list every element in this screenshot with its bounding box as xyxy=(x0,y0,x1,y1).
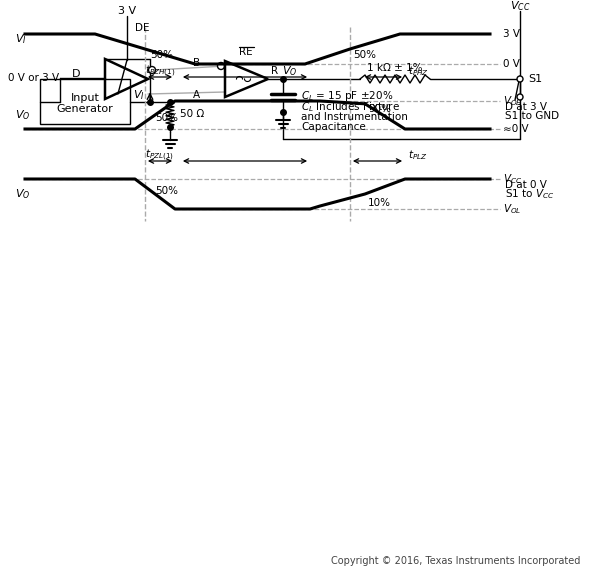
Text: 3 V: 3 V xyxy=(118,6,136,16)
Text: B: B xyxy=(193,58,200,68)
Text: $V_{CC}$: $V_{CC}$ xyxy=(503,172,522,186)
Text: 50 Ω: 50 Ω xyxy=(180,109,204,119)
Text: $V_O$: $V_O$ xyxy=(15,108,31,122)
Text: and Instrumentation: and Instrumentation xyxy=(301,112,408,122)
Bar xyxy=(40,79,130,124)
Text: Copyright © 2016, Texas Instruments Incorporated: Copyright © 2016, Texas Instruments Inco… xyxy=(330,556,580,566)
Text: Generator: Generator xyxy=(57,104,113,113)
Text: $V_O$: $V_O$ xyxy=(15,187,31,201)
Text: 0 V or 3 V: 0 V or 3 V xyxy=(8,73,59,83)
Text: S1: S1 xyxy=(528,74,542,84)
Text: 50%: 50% xyxy=(353,50,376,60)
Text: $V_{CC}$: $V_{CC}$ xyxy=(510,0,530,13)
Text: 50%: 50% xyxy=(150,50,173,60)
Text: 1 kΩ ± 1%: 1 kΩ ± 1% xyxy=(367,63,423,73)
Text: 50%: 50% xyxy=(155,113,178,123)
Text: D at 0 V: D at 0 V xyxy=(505,180,547,190)
Text: D: D xyxy=(72,69,81,79)
Text: ≈0 V: ≈0 V xyxy=(503,124,529,134)
Text: RE: RE xyxy=(239,47,253,57)
Circle shape xyxy=(149,67,155,73)
Text: $V_I$: $V_I$ xyxy=(133,89,145,102)
Text: S1 to GND: S1 to GND xyxy=(505,111,559,121)
Text: $C_L$ Includes Fixture: $C_L$ Includes Fixture xyxy=(301,100,400,114)
Circle shape xyxy=(517,76,523,82)
Text: $C_L$ = 15 pF ±20%: $C_L$ = 15 pF ±20% xyxy=(301,89,393,103)
Text: 3 V: 3 V xyxy=(503,29,520,39)
Text: S1 to $V_{CC}$: S1 to $V_{CC}$ xyxy=(505,187,554,201)
Text: Input: Input xyxy=(70,93,99,102)
Text: $t_{PLZ}$: $t_{PLZ}$ xyxy=(408,148,427,162)
Text: A: A xyxy=(193,90,200,100)
Text: $V_O$: $V_O$ xyxy=(282,64,298,78)
Text: Capacitance: Capacitance xyxy=(301,122,366,132)
Text: 90%: 90% xyxy=(368,104,391,114)
Text: DE: DE xyxy=(135,23,149,33)
Text: 50%: 50% xyxy=(155,186,178,196)
Text: $t_{PZL(1)}$: $t_{PZL(1)}$ xyxy=(145,147,174,163)
Text: 10%: 10% xyxy=(368,198,391,208)
Circle shape xyxy=(517,94,523,100)
Text: 0 V: 0 V xyxy=(503,59,520,69)
Text: $t_{PZH(1)}$: $t_{PZH(1)}$ xyxy=(145,63,176,79)
Text: $V_{OL}$: $V_{OL}$ xyxy=(503,202,521,216)
Text: D at 3 V: D at 3 V xyxy=(505,102,547,112)
Text: $t_{PHZ}$: $t_{PHZ}$ xyxy=(408,64,429,78)
Text: $V_I$: $V_I$ xyxy=(15,32,26,46)
Text: $V_{OH}$: $V_{OH}$ xyxy=(503,94,523,108)
Circle shape xyxy=(217,63,225,69)
Text: R: R xyxy=(272,66,279,76)
